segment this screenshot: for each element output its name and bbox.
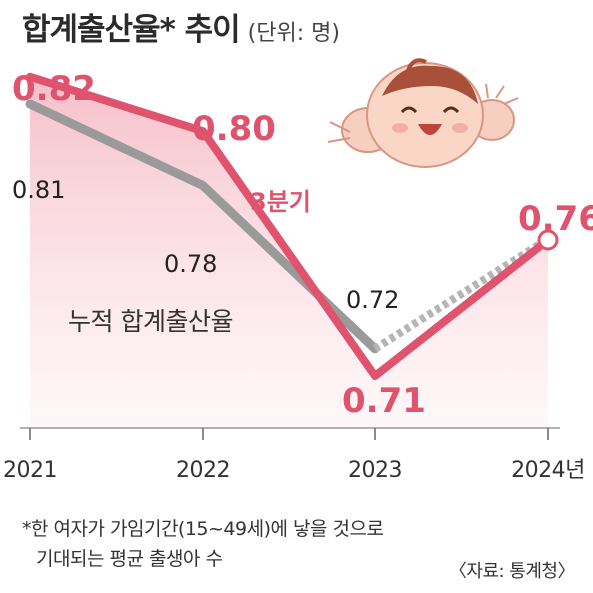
x-tick-label: 2021 [3, 458, 57, 483]
x-tick-label: 2024년 [511, 458, 585, 483]
chart-title: 합계출산율* 추이 [22, 12, 241, 48]
series-lines [25, 72, 559, 380]
footnote-line-1: *한 여자가 가임기간(15~49세)에 낳을 것으로 [22, 518, 384, 540]
unit-label: (단위: 명) [247, 21, 340, 46]
quarterly-line [26, 72, 552, 380]
quarterly-value-label: 0.71 [342, 381, 426, 421]
quarterly-end-marker [537, 229, 559, 251]
quarterly-value-label: 0.76 [518, 199, 593, 239]
footnote: *한 여자가 가임기간(15~49세)에 낳을 것으로 기대되는 평균 출생아 … [22, 514, 582, 574]
footnote-line-2: 기대되는 평균 출생아 수 [36, 548, 223, 570]
quarterly-value-label: 0.82 [12, 69, 96, 109]
baby-illustration [327, 58, 519, 168]
cumulative-series-label: 누적 합계출산율 [68, 307, 233, 336]
quarterly-value-label: 0.80 [192, 109, 276, 149]
cumulative-value-label: 0.78 [164, 250, 217, 278]
cumulative-value-label: 0.72 [346, 286, 399, 314]
title-row: 합계출산율* 추이 (단위: 명) [22, 4, 340, 49]
x-tick-label: 2023 [348, 458, 402, 483]
cumulative-line-dashed [372, 240, 543, 353]
source-label: 〈자료: 통계청〉 [448, 561, 576, 582]
x-tick-label: 2022 [176, 458, 230, 483]
quarterly-series-label: 3분기 [250, 188, 311, 216]
cumulative-value-label: 0.81 [12, 176, 65, 204]
x-axis: 2021 2022 2023 2024년 [3, 427, 585, 483]
